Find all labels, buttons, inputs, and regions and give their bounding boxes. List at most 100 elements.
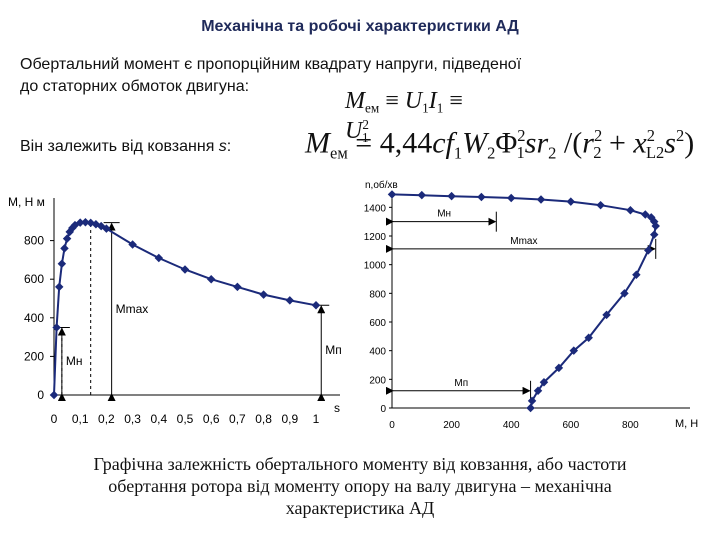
f2-w: W <box>462 126 488 160</box>
f2-x: x <box>633 126 647 160</box>
right-annotation-label: Мн <box>437 209 451 220</box>
right-data-point <box>533 386 543 396</box>
left-x-tick-label: 0,8 <box>255 412 272 426</box>
left-series-line <box>53 221 317 396</box>
right-y-axis-label: n,об/хв <box>365 179 398 191</box>
caption-line-1: Графічна залежність обертального моменту… <box>93 454 627 474</box>
left-x-tick-label: 1 <box>313 412 320 426</box>
left-y-tick-label: 600 <box>24 272 44 286</box>
right-data-point <box>626 205 635 215</box>
f2-x-sub: L2 <box>645 143 665 163</box>
f1-u1-sub: 1 <box>422 100 429 116</box>
right-data-point <box>536 195 546 204</box>
left-data-point <box>54 282 64 292</box>
slip-var: s <box>218 138 227 155</box>
f2-close: ) <box>684 126 695 160</box>
f2-phi-sub: 1 <box>516 143 525 163</box>
f2-div: /( <box>563 126 583 160</box>
right-data-point <box>417 190 427 200</box>
right-data-point <box>477 192 486 202</box>
intro-paragraph: Обертальний момент є пропорційним квадра… <box>20 54 521 98</box>
f2-r2-sub: 2 <box>548 143 557 163</box>
right-data-point <box>651 221 660 231</box>
right-data-point <box>584 333 593 343</box>
left-y-tick-label: 800 <box>24 234 44 248</box>
left-x-tick-label: 0,9 <box>281 412 298 426</box>
left-data-point <box>285 296 295 305</box>
left-data-point <box>52 323 61 332</box>
right-y-tick-label: 1400 <box>364 203 387 214</box>
right-data-point <box>527 396 537 406</box>
right-y-tick-label: 400 <box>369 347 386 358</box>
f2-s2-sup: 2 <box>675 126 685 145</box>
right-tick-labels: 0 200 400 600 800 0 200 400 600 800 1000 1200 1400 <box>364 203 639 431</box>
f2-f-sub: 1 <box>453 143 463 163</box>
left-data-point <box>154 253 164 263</box>
f2-x-sup: 2 <box>646 126 655 145</box>
f1-i1: I <box>428 88 437 114</box>
right-arrows: Мн Mmax Мп <box>386 209 657 401</box>
right-x-axis-label: M, Н <box>675 418 698 430</box>
right-data-point <box>387 190 397 199</box>
left-y-tick-label: 0 <box>37 388 44 402</box>
voltage-torque-formula: Mем ≡ U1I1 ≡ U21 <box>345 88 492 146</box>
right-data-point <box>569 346 579 355</box>
right-data-point <box>526 403 535 413</box>
right-x-tick-label: 800 <box>622 420 639 431</box>
left-data-point <box>233 282 242 292</box>
f1-i1-sub: 1 <box>436 100 444 116</box>
torque-slip-chart: M, Н м s 0 0,1 0,2 0,3 0,4 0,5 0,6 0,7 0,8 0,9 1 0 2… <box>8 195 342 426</box>
f2-lhs: M <box>305 126 330 160</box>
right-y-tick-label: 1200 <box>364 232 387 243</box>
left-data-point <box>60 244 69 253</box>
left-data-point <box>128 240 137 249</box>
right-y-tick-label: 600 <box>369 318 386 329</box>
right-series-line <box>391 193 657 409</box>
right-annotation-label: Мп <box>454 378 468 389</box>
f2-eq: = <box>355 126 373 160</box>
intro-line-2: до статорних обмоток двигуна: <box>20 78 250 95</box>
left-data-point <box>180 265 190 274</box>
f2-w-sub: 2 <box>487 143 496 163</box>
right-y-tick-label: 200 <box>369 375 386 386</box>
f2-phi-sup: 2 <box>517 126 526 145</box>
f2-rd-sup: 2 <box>593 126 603 145</box>
left-x-tick-label: 0,2 <box>98 412 115 426</box>
left-data-point <box>311 301 321 310</box>
f1-u1: U <box>404 88 423 114</box>
f2-plus: + <box>608 126 626 160</box>
f2-lhs-sub: ем <box>330 143 348 163</box>
left-x-tick-label: 0,7 <box>229 412 246 426</box>
f1-lhs: M <box>345 88 365 114</box>
f1-u2-sub: 1 <box>361 130 369 146</box>
left-x-tick-label: 0,1 <box>72 412 89 426</box>
speed-torque-chart: n,об/хв M, Н 0 200 400 600 800 0 200 400 600 800 1… <box>364 179 699 431</box>
left-x-tick-label: 0 <box>51 412 58 426</box>
slip-colon: : <box>226 138 232 155</box>
page-title: Механічна та робочі характеристики АД <box>201 18 519 35</box>
f2-f: f <box>445 126 454 160</box>
f2-s2: s <box>664 126 676 160</box>
right-annotation-label: Mmax <box>510 236 537 247</box>
f1-u2-sup: 2 <box>362 116 369 132</box>
right-x-tick-label: 0 <box>389 420 395 431</box>
slip-torque-formula: Mем = 4,44cf1W2Φ21sr2 /(r22 + x2L2s2) <box>305 126 694 163</box>
right-y-tick-label: 800 <box>369 289 386 300</box>
f2-coef: 4,44 <box>379 126 433 160</box>
left-x-tick-label: 0,5 <box>177 412 194 426</box>
right-data-point <box>506 193 516 203</box>
caption-line-3: характеристика АД <box>285 498 435 518</box>
left-x-tick-label: 0,4 <box>150 412 167 426</box>
left-annotation-label: Мн <box>66 354 83 368</box>
f1-equiv-1: ≡ <box>385 88 399 114</box>
right-data-point <box>596 200 605 210</box>
left-annotation-label: Mmax <box>116 302 149 316</box>
f2-s: s <box>524 126 537 160</box>
right-x-tick-label: 600 <box>562 420 579 431</box>
right-x-tick-label: 200 <box>443 420 460 431</box>
left-y-tick-label: 200 <box>24 349 44 363</box>
f2-c: c <box>432 126 446 160</box>
f2-rd: r <box>582 126 594 160</box>
left-x-axis-label: s <box>334 401 340 415</box>
figure-caption: Графічна залежність обертального моменту… <box>0 453 720 519</box>
